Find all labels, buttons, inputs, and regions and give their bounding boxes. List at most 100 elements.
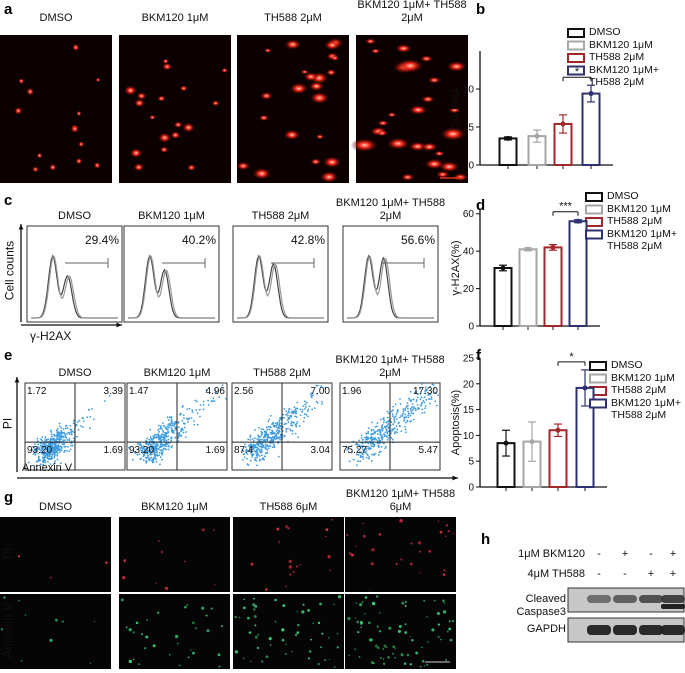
event (163, 437, 166, 440)
event (89, 427, 91, 430)
event (396, 431, 398, 434)
quadrant-value: 2.56 (234, 386, 254, 397)
event (56, 449, 59, 451)
panel-letter: h (481, 531, 491, 548)
event (273, 432, 276, 435)
comet (211, 99, 220, 107)
comet (309, 91, 330, 105)
cell-signal (336, 646, 339, 649)
event (419, 393, 422, 395)
event (262, 428, 265, 431)
comet (93, 161, 101, 170)
cell-signal (294, 633, 298, 637)
event (375, 425, 378, 428)
event (262, 445, 265, 448)
cell-signal (362, 522, 364, 525)
event (162, 422, 164, 425)
comet (370, 48, 381, 54)
comet (400, 173, 415, 181)
treatment-sign: + (669, 568, 677, 580)
event (63, 446, 66, 448)
event (399, 416, 401, 419)
event (164, 442, 167, 445)
panel-title: DMSO (39, 501, 72, 513)
y-axis-label: γ-H2AX(%) (450, 240, 462, 295)
event (260, 428, 263, 430)
event (426, 389, 428, 391)
comet (70, 124, 80, 134)
event (393, 417, 395, 420)
event (266, 439, 268, 442)
event (370, 453, 373, 456)
y-tick-label: 0 (468, 483, 474, 494)
event (279, 438, 282, 441)
event (252, 448, 255, 451)
event (390, 421, 393, 424)
event (268, 428, 271, 431)
cell-signal (24, 614, 27, 616)
event (249, 459, 252, 462)
event (56, 458, 59, 461)
cell-signal (411, 638, 414, 642)
event (49, 463, 52, 466)
event (260, 438, 262, 441)
event (170, 415, 173, 418)
comet (157, 95, 166, 102)
cell-signal (328, 637, 330, 639)
event (295, 422, 298, 425)
cell-signal (368, 589, 371, 591)
event (142, 453, 145, 456)
event (414, 408, 417, 410)
event (60, 462, 62, 465)
event (68, 450, 71, 453)
event (44, 437, 46, 440)
event (415, 400, 418, 403)
event (145, 462, 148, 464)
cell-signal (274, 620, 277, 623)
cell-signal (132, 658, 135, 661)
cell-signal (176, 642, 179, 645)
event (387, 436, 390, 439)
comet (78, 141, 85, 148)
event (370, 444, 373, 447)
y-tick-label: 5 (468, 123, 474, 134)
event (295, 407, 298, 410)
legend-label: TH588 2μM (607, 215, 663, 227)
event (264, 443, 267, 446)
event (150, 456, 153, 459)
event (385, 435, 388, 437)
y-tick-label: 15 (463, 405, 475, 416)
legend-label: TH588 2μM (589, 51, 645, 63)
event (141, 451, 144, 454)
event (70, 442, 73, 445)
event (47, 460, 49, 463)
event (68, 438, 71, 440)
event (67, 431, 70, 434)
event (142, 445, 145, 448)
quadrant-value: 1.47 (129, 386, 149, 397)
cell-signal (187, 656, 190, 659)
event (425, 398, 428, 401)
cell-signal (449, 638, 453, 642)
event (406, 419, 409, 422)
comet (95, 77, 101, 83)
event (421, 401, 424, 404)
event (305, 401, 308, 404)
event (382, 421, 385, 424)
event (168, 445, 170, 448)
treatment-label: 1μM BKM120 (518, 548, 585, 560)
quadrant-value: 3.39 (103, 386, 123, 397)
cell-signal (282, 604, 286, 608)
event (188, 417, 191, 419)
comet (14, 106, 23, 115)
cell-signal (20, 659, 23, 662)
event (50, 442, 53, 445)
comet (283, 129, 301, 141)
event (152, 458, 154, 461)
cell-signal (288, 559, 292, 563)
comet (395, 43, 413, 53)
event (160, 427, 163, 430)
y-tick-label: 40 (463, 247, 475, 258)
mean-point (588, 91, 594, 97)
event (260, 434, 263, 436)
